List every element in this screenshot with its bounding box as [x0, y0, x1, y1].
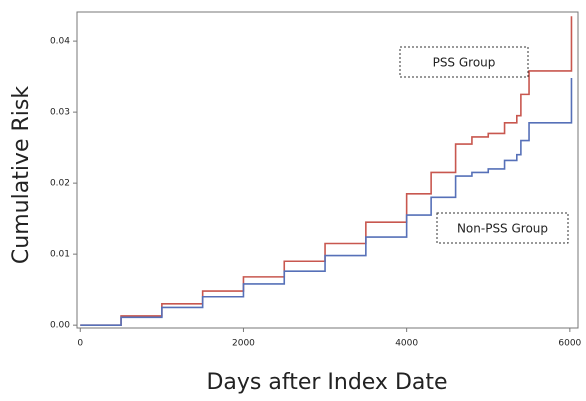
- legend-box: [436, 212, 569, 244]
- legend-box: [399, 46, 529, 78]
- y-axis-title: Cumulative Risk: [9, 86, 34, 264]
- legend-label: Non-PSS Group: [457, 222, 548, 236]
- y-tick-label: 0.03: [50, 108, 70, 118]
- x-tick-label: 4000: [395, 339, 418, 349]
- x-tick-label: 0: [77, 339, 83, 349]
- x-tick-label: 6000: [558, 339, 581, 349]
- y-tick-label: 0.01: [50, 250, 70, 260]
- y-tick-label: 0.00: [50, 321, 70, 331]
- x-axis-title: Days after Index Date: [206, 370, 447, 395]
- series-line: [80, 78, 573, 326]
- plot-frame: [76, 11, 579, 329]
- legend-label: PSS Group: [433, 56, 496, 70]
- series-line: [80, 16, 573, 326]
- y-tick-label: 0.04: [50, 37, 70, 47]
- x-tick-label: 2000: [232, 339, 255, 349]
- y-tick-label: 0.02: [50, 179, 70, 189]
